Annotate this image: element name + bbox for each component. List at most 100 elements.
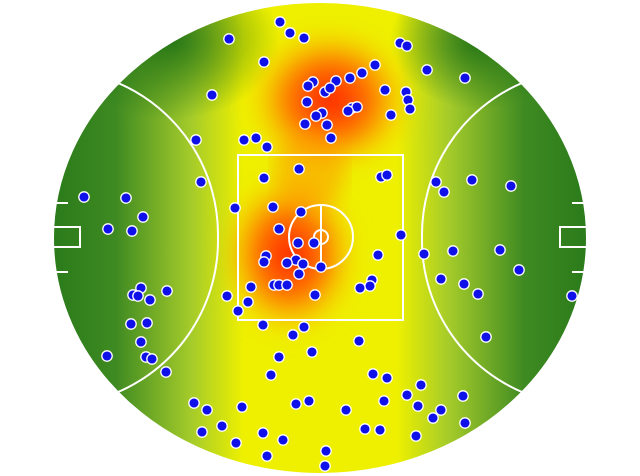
point xyxy=(309,289,321,301)
point xyxy=(277,434,289,446)
point xyxy=(102,223,114,235)
point xyxy=(258,172,270,184)
point xyxy=(245,281,257,293)
point xyxy=(135,336,147,348)
point xyxy=(306,346,318,358)
point xyxy=(125,318,137,330)
point xyxy=(299,118,311,130)
point xyxy=(261,141,273,153)
point xyxy=(190,134,202,146)
point xyxy=(132,290,144,302)
point xyxy=(126,225,138,237)
point xyxy=(369,59,381,71)
point xyxy=(303,395,315,407)
point xyxy=(281,257,293,269)
point xyxy=(459,72,471,84)
point xyxy=(342,105,354,117)
point xyxy=(472,288,484,300)
point xyxy=(367,368,379,380)
point xyxy=(287,329,299,341)
point xyxy=(430,176,442,188)
point xyxy=(412,400,424,412)
point xyxy=(372,249,384,261)
point xyxy=(418,248,430,260)
point xyxy=(188,397,200,409)
point xyxy=(319,460,331,472)
point xyxy=(101,350,113,362)
point xyxy=(267,201,279,213)
point xyxy=(353,335,365,347)
point xyxy=(381,372,393,384)
point xyxy=(295,206,307,218)
point xyxy=(415,379,427,391)
point xyxy=(308,237,320,249)
point xyxy=(258,256,270,268)
point xyxy=(236,401,248,413)
point xyxy=(459,417,471,429)
point xyxy=(379,84,391,96)
point xyxy=(505,180,517,192)
point xyxy=(457,390,469,402)
point xyxy=(378,395,390,407)
point xyxy=(301,96,313,108)
point xyxy=(410,430,422,442)
point xyxy=(401,389,413,401)
point xyxy=(356,67,368,79)
point xyxy=(258,56,270,68)
point xyxy=(206,89,218,101)
point xyxy=(293,268,305,280)
point xyxy=(137,211,149,223)
point xyxy=(340,404,352,416)
point xyxy=(120,192,132,204)
point xyxy=(216,420,228,432)
point xyxy=(238,134,250,146)
point xyxy=(274,16,286,28)
point xyxy=(354,282,366,294)
point xyxy=(201,404,213,416)
point xyxy=(298,32,310,44)
point xyxy=(381,169,393,181)
point xyxy=(395,229,407,241)
point xyxy=(223,33,235,45)
point xyxy=(466,174,478,186)
point xyxy=(374,424,386,436)
point xyxy=(298,321,310,333)
point xyxy=(292,237,304,249)
point xyxy=(364,280,376,292)
point xyxy=(310,110,322,122)
point xyxy=(160,366,172,378)
point xyxy=(404,103,416,115)
point xyxy=(315,261,327,273)
point xyxy=(359,423,371,435)
point xyxy=(401,40,413,52)
point xyxy=(161,285,173,297)
point xyxy=(242,296,254,308)
point xyxy=(435,404,447,416)
point xyxy=(385,109,397,121)
point xyxy=(302,80,314,92)
point xyxy=(229,202,241,214)
point xyxy=(257,319,269,331)
point xyxy=(261,450,273,462)
point xyxy=(141,317,153,329)
point xyxy=(344,72,356,84)
point xyxy=(325,132,337,144)
point xyxy=(230,437,242,449)
point xyxy=(458,278,470,290)
point xyxy=(320,445,332,457)
point xyxy=(324,82,336,94)
point xyxy=(297,258,309,270)
point xyxy=(421,64,433,76)
point xyxy=(195,176,207,188)
point xyxy=(438,186,450,198)
point xyxy=(321,119,333,131)
point xyxy=(221,290,233,302)
point xyxy=(566,290,578,302)
point xyxy=(257,427,269,439)
point xyxy=(196,426,208,438)
point xyxy=(250,132,262,144)
point xyxy=(232,305,244,317)
point xyxy=(513,264,525,276)
point xyxy=(273,223,285,235)
